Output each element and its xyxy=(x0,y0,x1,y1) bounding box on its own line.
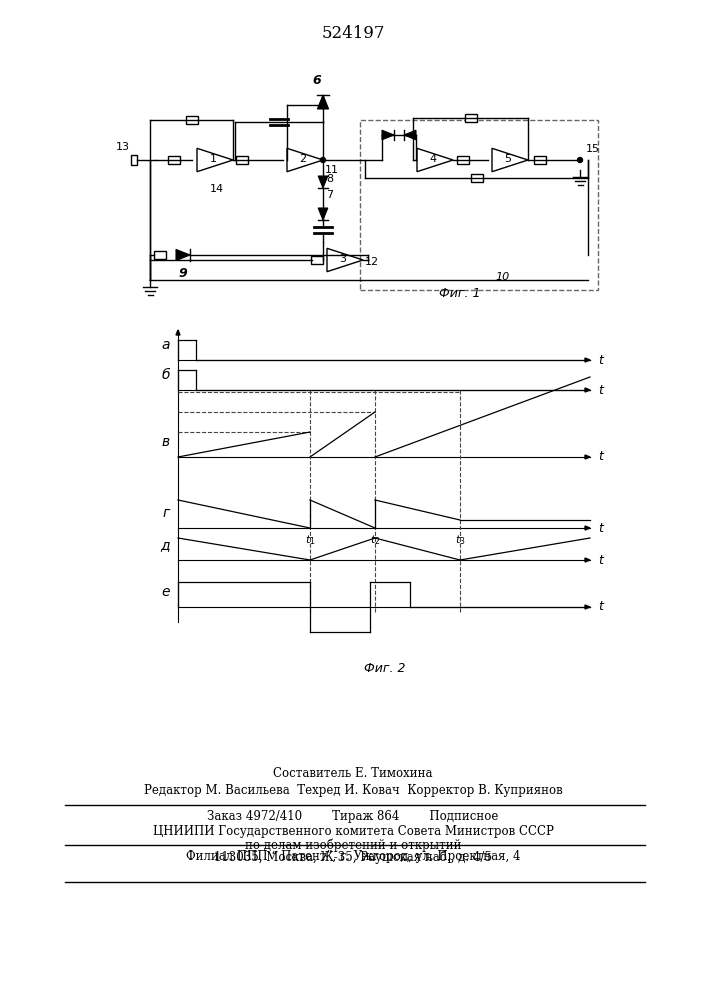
Text: 9: 9 xyxy=(179,267,187,280)
Text: 5: 5 xyxy=(505,154,511,164)
Text: $t_1$: $t_1$ xyxy=(305,533,315,547)
Polygon shape xyxy=(585,526,590,530)
Polygon shape xyxy=(318,176,328,188)
Text: д: д xyxy=(160,538,170,552)
Text: 3: 3 xyxy=(339,254,346,264)
Polygon shape xyxy=(382,130,394,140)
Polygon shape xyxy=(317,95,329,109)
Text: 8: 8 xyxy=(326,174,333,184)
Polygon shape xyxy=(176,330,180,335)
Polygon shape xyxy=(585,558,590,562)
Text: Фиг. 1: Фиг. 1 xyxy=(439,287,481,300)
Bar xyxy=(131,155,137,165)
Text: 11: 11 xyxy=(325,165,339,175)
Text: t: t xyxy=(598,383,603,396)
Text: 7: 7 xyxy=(326,190,333,200)
Text: Составитель Е. Тимохина: Составитель Е. Тимохина xyxy=(273,767,433,780)
Text: ЦНИИПИ Государственного комитета Совета Министров СССР: ЦНИИПИ Государственного комитета Совета … xyxy=(153,825,554,838)
Text: а: а xyxy=(161,338,170,352)
Text: t: t xyxy=(598,354,603,366)
Text: г: г xyxy=(163,506,170,520)
Text: t: t xyxy=(598,522,603,534)
Text: t: t xyxy=(598,554,603,566)
Bar xyxy=(311,256,323,264)
Text: 1: 1 xyxy=(209,154,216,164)
Text: $t_2$: $t_2$ xyxy=(370,533,380,547)
Text: 10: 10 xyxy=(495,272,509,282)
Polygon shape xyxy=(404,130,416,140)
Text: б: б xyxy=(161,368,170,382)
Text: Филиал ППП “ Патент”, г. Ужгород, ул. Проектная, 4: Филиал ППП “ Патент”, г. Ужгород, ул. Пр… xyxy=(186,850,520,863)
Text: 15: 15 xyxy=(586,144,600,154)
Bar xyxy=(185,116,197,124)
Bar xyxy=(360,120,598,290)
Polygon shape xyxy=(318,208,328,220)
Text: Редактор М. Васильева  Техред И. Ковач  Корректор В. Куприянов: Редактор М. Васильева Техред И. Ковач Ко… xyxy=(144,784,562,797)
Polygon shape xyxy=(585,358,590,362)
Bar xyxy=(534,156,546,164)
Bar xyxy=(470,174,482,182)
Text: 13: 13 xyxy=(116,142,130,152)
Text: Фиг. 2: Фиг. 2 xyxy=(364,662,406,675)
Text: 14: 14 xyxy=(210,184,224,194)
Bar xyxy=(457,156,469,164)
Polygon shape xyxy=(176,249,190,261)
Text: $t_3$: $t_3$ xyxy=(455,533,465,547)
Polygon shape xyxy=(585,388,590,392)
Text: 524197: 524197 xyxy=(321,25,385,42)
Text: 6: 6 xyxy=(312,74,321,87)
Text: 4: 4 xyxy=(429,154,436,164)
Polygon shape xyxy=(585,605,590,609)
Circle shape xyxy=(320,157,325,162)
Polygon shape xyxy=(585,455,590,459)
Bar xyxy=(464,114,477,122)
Bar xyxy=(236,156,248,164)
Text: в: в xyxy=(162,435,170,449)
Bar xyxy=(168,156,180,164)
Text: t: t xyxy=(598,600,603,613)
Circle shape xyxy=(578,157,583,162)
Text: по делам изобретений и открытий: по делам изобретений и открытий xyxy=(245,838,461,852)
Text: t: t xyxy=(598,450,603,464)
Bar xyxy=(154,251,166,259)
Text: 113035, Москва, Ж-35, Раушская наб., д. 4/5: 113035, Москва, Ж-35, Раушская наб., д. … xyxy=(214,851,492,864)
Text: Заказ 4972/410        Тираж 864        Подписное: Заказ 4972/410 Тираж 864 Подписное xyxy=(207,810,498,823)
Text: е: е xyxy=(161,585,170,599)
Text: 12: 12 xyxy=(365,257,379,267)
Text: 2: 2 xyxy=(300,154,307,164)
